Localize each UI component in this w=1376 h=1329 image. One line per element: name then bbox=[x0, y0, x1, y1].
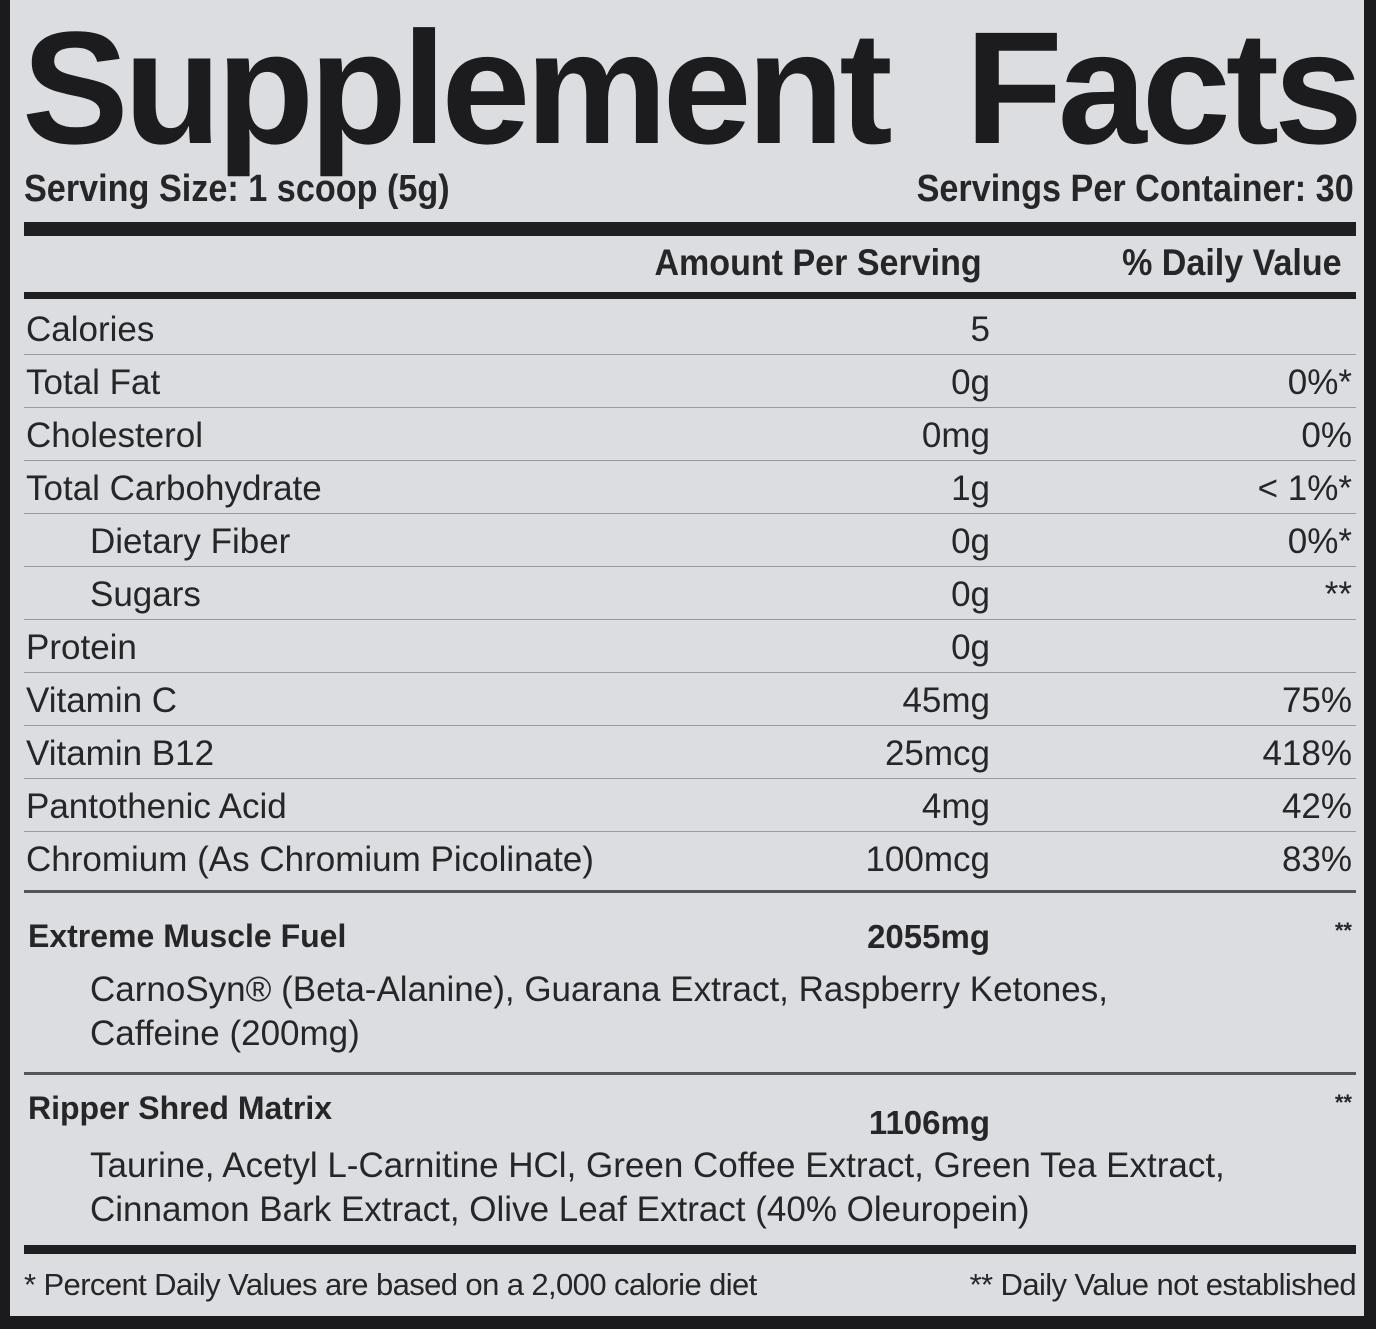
nutrient-dv: 42% bbox=[1281, 787, 1352, 826]
footnotes: * Percent Daily Values are based on a 2,… bbox=[24, 1267, 1357, 1303]
blend-name: Ripper Shred Matrix bbox=[28, 1090, 333, 1126]
nutrient-amount: 4mg bbox=[921, 787, 990, 826]
nutrient-row: Total Fat 0g 0%* bbox=[24, 355, 1356, 408]
header-divider bbox=[24, 292, 1356, 299]
amount-header: Amount Per Serving bbox=[626, 242, 982, 284]
title-word-facts: Facts bbox=[965, 0, 1363, 177]
dv-header: % Daily Value bbox=[1103, 242, 1342, 284]
nutrient-row: Vitamin C 45mg 75% bbox=[24, 673, 1356, 726]
nutrient-name: Calories bbox=[26, 310, 155, 349]
amount-header-text: Amount Per Serving bbox=[654, 242, 982, 283]
nutrient-amount: 0mg bbox=[921, 416, 990, 455]
nutrient-amount: 25mcg bbox=[884, 734, 990, 773]
nutrient-dv: 0%* bbox=[1287, 363, 1352, 402]
ingredient-line: Cinnamon Bark Extract, Olive Leaf Extrac… bbox=[90, 1190, 1030, 1229]
nutrient-row: Cholesterol 0mg 0% bbox=[24, 408, 1356, 461]
nutrient-row: Chromium (As Chromium Picolinate) 100mcg… bbox=[24, 832, 1356, 885]
nutrient-amount: 0g bbox=[951, 575, 990, 614]
title-word-supplement: Supplement bbox=[22, 0, 893, 177]
nutrient-name: Chromium (As Chromium Picolinate) bbox=[26, 840, 594, 879]
nutrient-dv: 0% bbox=[1301, 416, 1352, 455]
dv-header-text: % Daily Value bbox=[1122, 242, 1342, 283]
nutrient-row: Sugars 0g ** bbox=[24, 567, 1356, 620]
nutrient-name: Vitamin B12 bbox=[26, 734, 215, 773]
nutrient-name: Pantothenic Acid bbox=[26, 787, 287, 826]
nutrient-name: Protein bbox=[26, 628, 137, 667]
nutrient-name: Total Fat bbox=[26, 363, 161, 402]
label-title: Supplement Facts bbox=[22, 0, 1363, 177]
serving-info: Serving Size: 1 scoop (5g) Servings Per … bbox=[24, 168, 1354, 211]
footnote-not-established: ** Daily Value not established bbox=[969, 1267, 1357, 1302]
blend-dv: ** bbox=[1334, 918, 1352, 943]
blend-amount: 2055mg bbox=[867, 918, 990, 955]
nutrient-amount: 100mcg bbox=[865, 840, 990, 879]
ingredient-line: CarnoSyn® (Beta-Alanine), Guarana Extrac… bbox=[90, 970, 1108, 1009]
nutrient-dv: 83% bbox=[1281, 840, 1352, 879]
nutrient-name: Sugars bbox=[90, 575, 201, 614]
blend-amount: 1106mg bbox=[868, 1104, 990, 1141]
nutrient-dv: ** bbox=[1324, 575, 1352, 614]
nutrient-row: Pantothenic Acid 4mg 42% bbox=[24, 779, 1356, 832]
nutrient-row: Protein 0g bbox=[24, 620, 1356, 673]
blend-divider bbox=[24, 1072, 1356, 1075]
nutrient-amount: 1g bbox=[951, 469, 990, 508]
serving-size: Serving Size: 1 scoop (5g) bbox=[24, 168, 450, 210]
nutrient-amount: 5 bbox=[970, 310, 990, 349]
nutrient-dv: 418% bbox=[1262, 734, 1352, 773]
nutrient-name: Cholesterol bbox=[26, 416, 204, 455]
ingredient-line: Taurine, Acetyl L-Carnitine HCl, Green C… bbox=[90, 1146, 1225, 1185]
blend-divider bbox=[24, 890, 1356, 893]
blend-ripper-shred-matrix: Ripper Shred Matrix 1106mg ** Taurine, A… bbox=[24, 1090, 1356, 1240]
nutrient-amount: 0g bbox=[951, 522, 990, 561]
blend-name: Extreme Muscle Fuel bbox=[28, 918, 347, 954]
nutrient-name: Total Carbohydrate bbox=[26, 469, 322, 508]
blend-dv: ** bbox=[1334, 1090, 1352, 1115]
ingredient-line: Caffeine (200mg) bbox=[90, 1014, 360, 1053]
footnote-daily-values: * Percent Daily Values are based on a 2,… bbox=[24, 1267, 757, 1302]
nutrient-name: Dietary Fiber bbox=[90, 522, 291, 561]
nutrient-row: Calories 5 bbox=[24, 302, 1356, 355]
nutrient-amount: 0g bbox=[951, 363, 990, 402]
nutrient-table: Calories 5 Total Fat 0g 0%* Cholesterol 0… bbox=[24, 302, 1356, 885]
thick-divider bbox=[24, 222, 1356, 236]
nutrient-name: Vitamin C bbox=[26, 681, 178, 720]
nutrient-dv: 75% bbox=[1281, 681, 1352, 720]
nutrient-dv: < 1%* bbox=[1257, 469, 1352, 508]
nutrient-amount: 45mg bbox=[902, 681, 990, 720]
nutrient-dv: 0%* bbox=[1287, 522, 1352, 561]
nutrient-row: Total Carbohydrate 1g < 1%* bbox=[24, 461, 1356, 514]
nutrient-row: Dietary Fiber 0g 0%* bbox=[24, 514, 1356, 567]
nutrient-row: Vitamin B12 25mcg 418% bbox=[24, 726, 1356, 779]
blend-extreme-muscle-fuel: Extreme Muscle Fuel 2055mg ** CarnoSyn® … bbox=[24, 918, 1356, 1068]
supplement-facts-label: Supplement Facts Serving Size: 1 scoop (… bbox=[10, 0, 1364, 1316]
thick-divider bbox=[24, 1245, 1356, 1254]
nutrient-amount: 0g bbox=[951, 628, 990, 667]
blend-ingredients: CarnoSyn® (Beta-Alanine), Guarana Extrac… bbox=[90, 968, 1108, 1056]
blend-ingredients: Taurine, Acetyl L-Carnitine HCl, Green C… bbox=[90, 1144, 1225, 1232]
servings-per-container: Servings Per Container: 30 bbox=[916, 168, 1354, 210]
